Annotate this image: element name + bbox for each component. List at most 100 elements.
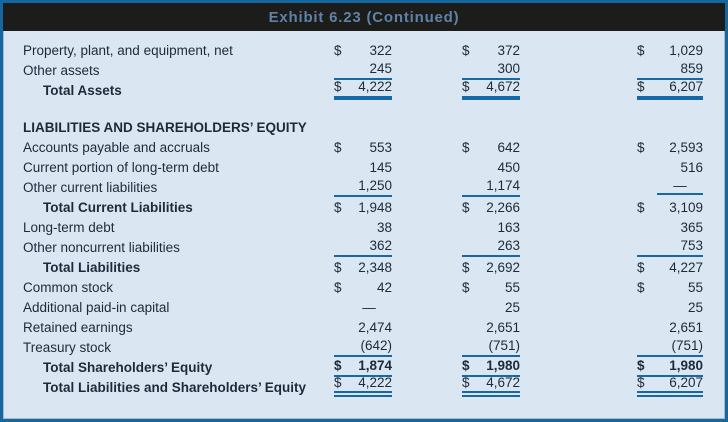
table-row: Common stock $42 $55 $55 [23, 277, 725, 297]
amount-cell: $553 [334, 140, 392, 157]
table-row: Treasury stock (642) (751) (751) [23, 337, 725, 357]
table-row: Total Shareholders’ Equity $1,874 $1,980 $1… [23, 357, 725, 377]
table-row: Total Liabilities $2,348 $2,692 $4,227 [23, 257, 725, 277]
amount-cell: 245 [334, 61, 392, 80]
amount-cell: 2,651 [462, 320, 520, 337]
amount-value: 2,474 [358, 320, 392, 335]
amount-cell: $42 [334, 280, 392, 297]
amount-cell: (751) [462, 338, 520, 357]
amount-cell: 362 [334, 238, 392, 257]
currency-symbol: $ [637, 140, 645, 155]
table-row: Accounts payable and accruals $553 $642 $2,… [23, 137, 725, 157]
amount-value: 1,980 [486, 358, 520, 373]
amount-value: 2,692 [486, 260, 520, 275]
row-label: Other current liabilities [23, 180, 158, 195]
amount-cell: $4,672 [462, 375, 520, 397]
amount-cell: $6,207 [637, 375, 703, 397]
row-label: Treasury stock [23, 340, 112, 355]
amount-cell: $1,980 [637, 358, 703, 377]
amount-cell: 25 [462, 300, 520, 317]
amount-value: 362 [369, 238, 392, 253]
amount-value: 1,948 [358, 200, 392, 215]
amount-value: (751) [671, 338, 703, 353]
row-label: Long-term debt [23, 220, 115, 235]
amount-value: 38 [376, 220, 392, 235]
table-row: Additional paid-in capital — 25 25 [23, 297, 725, 317]
amount-cell: 25 [637, 300, 703, 317]
amount-cell: $2,266 [462, 200, 520, 217]
currency-symbol: $ [637, 260, 645, 275]
amount-cell: (642) [334, 338, 392, 357]
amount-value: 4,672 [486, 375, 520, 390]
amount-cell: (751) [637, 338, 703, 357]
amount-cell: 1,174 [462, 178, 520, 197]
currency-symbol: $ [334, 280, 342, 295]
amount-value: 4,227 [669, 260, 703, 275]
amount-cell: $1,874 [334, 358, 392, 377]
row-label: Total Liabilities [43, 260, 141, 275]
table-row: Total Assets $4,222 $4,672 $6,207 [23, 79, 725, 100]
currency-symbol: $ [462, 43, 470, 58]
amount-value: 322 [369, 43, 392, 58]
currency-symbol: $ [334, 140, 342, 155]
amount-value: 245 [369, 61, 392, 76]
amount-cell: $4,222 [334, 375, 392, 397]
amount-cell: $4,672 [462, 79, 520, 100]
amount-cell: $4,227 [637, 260, 703, 277]
amount-cell: $1,948 [334, 200, 392, 217]
amount-value: 1,874 [358, 358, 392, 373]
row-label: Total Current Liabilities [43, 200, 193, 215]
table-row: Other current liabilities 1,250 1,174 — [23, 177, 725, 197]
amount-cell: $322 [334, 43, 392, 60]
row-label: Total Assets [43, 83, 122, 98]
currency-symbol: $ [334, 260, 342, 275]
amount-value: 300 [497, 61, 520, 76]
currency-symbol: $ [334, 43, 342, 58]
amount-value: 2,593 [669, 140, 703, 155]
amount-value: 2,651 [486, 320, 520, 335]
amount-cell: 38 [334, 220, 392, 237]
amount-value: 642 [497, 140, 520, 155]
amount-cell: 145 [334, 160, 392, 177]
currency-symbol: $ [334, 200, 342, 215]
amount-value: 753 [680, 238, 703, 253]
amount-value: 450 [497, 160, 520, 175]
table-row: Other noncurrent liabilities 362 263 753 [23, 237, 725, 257]
amount-value: 263 [497, 238, 520, 253]
amount-cell: $55 [462, 280, 520, 297]
amount-cell: 263 [462, 238, 520, 257]
currency-symbol: $ [637, 358, 645, 373]
amount-value: 3,109 [669, 200, 703, 215]
currency-symbol: $ [462, 280, 470, 295]
amount-value: 163 [497, 220, 520, 235]
currency-symbol: $ [637, 280, 645, 295]
amount-cell: 300 [462, 61, 520, 80]
amount-cell: 450 [462, 160, 520, 177]
amount-value: 1,174 [486, 178, 520, 193]
amount-value: 1,250 [358, 178, 392, 193]
table-row: Retained earnings 2,474 2,651 2,651 [23, 317, 725, 337]
amount-value: 4,222 [358, 79, 392, 94]
amount-value: 55 [687, 280, 703, 295]
amount-cell: 753 [637, 238, 703, 257]
amount-cell: $1,029 [637, 43, 703, 60]
amount-cell: $2,348 [334, 260, 392, 277]
row-label: Retained earnings [23, 320, 133, 335]
table-row: Other assets 245 300 859 [23, 60, 725, 80]
table-row: Current portion of long-term debt 145 450 5… [23, 157, 725, 177]
row-label: Total Shareholders’ Equity [43, 360, 213, 375]
amount-cell: $6,207 [637, 79, 703, 100]
amount-cell: $55 [637, 280, 703, 297]
currency-symbol: $ [462, 375, 470, 390]
amount-value: 1,980 [669, 358, 703, 373]
amount-value: 145 [369, 160, 392, 175]
currency-symbol: $ [462, 260, 470, 275]
currency-symbol: $ [637, 79, 645, 94]
currency-symbol: $ [334, 375, 342, 390]
currency-symbol: $ [462, 140, 470, 155]
currency-symbol: $ [637, 375, 645, 390]
amount-value: 55 [504, 280, 520, 295]
amount-value: 2,348 [358, 260, 392, 275]
amount-cell: $1,980 [462, 358, 520, 377]
